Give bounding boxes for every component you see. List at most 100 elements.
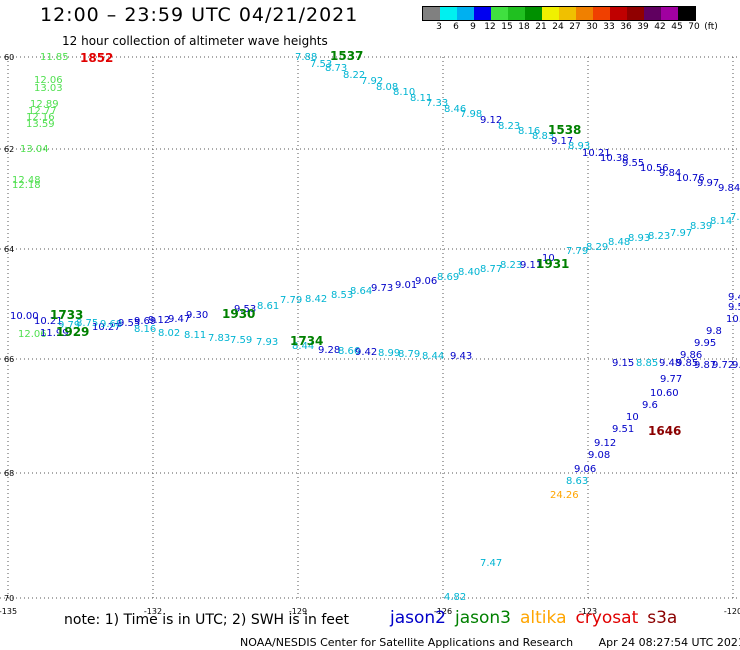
wave-height-value: 8.61 (257, 301, 279, 312)
wave-height-value: 9.8 (706, 326, 722, 337)
wave-height-value: 13.59 (26, 119, 55, 130)
wave-height-value: 8.40 (458, 267, 480, 278)
wave-height-value: 8.02 (158, 328, 180, 339)
longitude-label: -129 (289, 607, 307, 616)
wave-height-value: 8.29 (586, 242, 608, 253)
legend-swatch (576, 7, 593, 20)
legend-tick-label: 24 (552, 22, 564, 32)
wave-height-value: 9.68 (100, 319, 122, 330)
wave-height-value: 8.44 (422, 351, 444, 362)
legend-swatch (491, 7, 508, 20)
satellite-key: jason2 jason3 altika cryosat s3a (390, 608, 686, 628)
wave-height-value: 8.16 (134, 324, 156, 335)
latitude-label: 68 (4, 469, 14, 478)
wave-height-value: 8.53 (331, 290, 353, 301)
wave-height-value: 11.85 (40, 52, 69, 63)
wave-height-value: 7.97 (670, 228, 692, 239)
wave-height-value: 9.43 (450, 351, 472, 362)
longitude-label: -135 (0, 607, 17, 616)
wave-height-value: 8.14 (710, 216, 732, 227)
wave-height-value: 10.60 (650, 388, 679, 399)
satellite-s3a: s3a (647, 608, 678, 628)
legend-swatch (508, 7, 525, 20)
wave-height-value: 8.93 (568, 141, 590, 152)
pass-time-label: 1852 (80, 51, 113, 65)
legend-swatch (610, 7, 627, 20)
wave-height-value: 9.55 (118, 318, 140, 329)
wave-height-value: 2.86 (0, 0, 22, 3)
wave-height-value: 7.79 (566, 246, 588, 257)
wave-height-value: 9.86 (680, 350, 702, 361)
wave-height-value: 9.48 (659, 358, 681, 369)
wave-height-value: 10 (542, 253, 555, 264)
legend-tick-label: 18 (518, 22, 530, 32)
wave-height-value: 8.23 (498, 121, 520, 132)
latitude-label: 66 (4, 355, 14, 364)
wave-height-value: 8.48 (608, 237, 630, 248)
wave-height-value: 7.98 (460, 109, 482, 120)
legend-swatch (423, 7, 440, 20)
legend-tick-label: 36 (620, 22, 632, 32)
wave-height-value: 9.69 (134, 316, 156, 327)
satellite-altika: altika (520, 608, 567, 628)
wave-height-value: 9.73 (371, 283, 393, 294)
wave-height-value: 9.85 (676, 358, 698, 369)
legend-swatch (678, 7, 695, 20)
satellite-cryosat: cryosat (575, 608, 639, 628)
wave-height-value: 9.6 (642, 400, 658, 411)
wave-height-value: 9.72 (712, 360, 734, 371)
legend-tick-label: 27 (569, 22, 581, 32)
wave-height-value: 8.23 (648, 231, 670, 242)
latitude-label: 60 (4, 53, 14, 62)
coordinate-labels: 60 62 64 66 68 70 -135 -132 -129 -126 -123 -120 (0, 53, 740, 616)
wave-height-value: 9.06 (574, 464, 596, 475)
wave-height-value: 8.46 (444, 104, 466, 115)
wave-height-value: 9.17 (551, 136, 573, 147)
wave-height-value: 8.39 (690, 221, 712, 232)
legend-tick-label: (ft) (704, 22, 718, 32)
pass-time-label: 1537 (330, 49, 363, 63)
wave-height-value: 11.99 (40, 328, 69, 339)
wave-height-value: 8.75 (76, 318, 98, 329)
legend-tick-label: 45 (671, 22, 683, 32)
wave-height-value: 8.23 (500, 260, 522, 271)
wave-height-value: 9.11 (520, 260, 542, 271)
wave-height-value: 9.30 (186, 310, 208, 321)
pass-time-label: 1734 (290, 334, 323, 348)
wave-height-value: 9.15 (612, 358, 634, 369)
legend-tick-label: 39 (637, 22, 649, 32)
wave-height-value: 4.82 (444, 592, 466, 603)
wave-height-value: 10.56 (640, 163, 669, 174)
wave-height-value: 12.16 (26, 112, 55, 123)
generated-timestamp: Apr 24 08:27:54 UTC 2021 (598, 636, 740, 649)
wave-height-value: 8.08 (376, 82, 398, 93)
wave-height-value: 9.47 (168, 314, 190, 325)
wave-height-value: 9.28 (318, 345, 340, 356)
wave-height-value: 10.76 (676, 173, 705, 184)
wave-height-value: 8.10 (393, 87, 415, 98)
wave-height-value: 13.03 (34, 83, 63, 94)
wave-height-value: 7.59 (230, 335, 252, 346)
wave-height-value: 9.42 (355, 347, 377, 358)
legend-swatch (440, 7, 457, 20)
wave-height-value: 9.87 (694, 360, 716, 371)
wave-height-value: 9.51 (612, 424, 634, 435)
wave-height-value: 10.38 (600, 153, 629, 164)
wave-height-value: 9.38 (0, 0, 22, 3)
wave-height-value: 0.59 (0, 0, 22, 3)
pass-time-label: 1733 (50, 308, 83, 322)
legend-tick-label: 9 (470, 22, 476, 32)
wave-height-value: 7.53 (310, 59, 332, 70)
wave-height-value: 9.08 (588, 450, 610, 461)
latitude-label: 64 (4, 245, 14, 254)
legend-swatch (542, 7, 559, 20)
wave-height-value: 8.69 (437, 272, 459, 283)
legend-swatch (627, 7, 644, 20)
pass-time-label: 1538 (548, 123, 581, 137)
legend-tick-label: 30 (586, 22, 598, 32)
wave-height-value: 8.44 (292, 341, 314, 352)
wave-height-value: 8.11 (184, 330, 206, 341)
legend-tick-label: 3 (436, 22, 442, 32)
satellite-jason3: jason3 (455, 608, 511, 628)
